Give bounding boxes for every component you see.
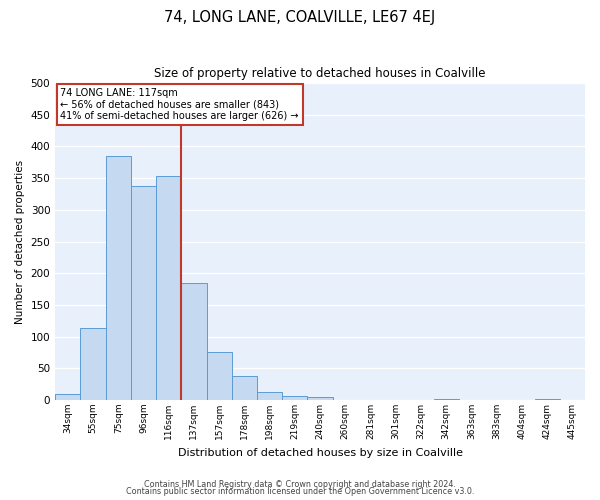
Bar (206, 352, 232, 400)
Bar (55, 394, 80, 400)
Bar (282, 396, 307, 400)
Text: Contains HM Land Registry data © Crown copyright and database right 2024.: Contains HM Land Registry data © Crown c… (144, 480, 456, 489)
Bar (307, 397, 332, 400)
Bar (257, 392, 282, 400)
Bar (181, 284, 206, 400)
Text: 74 LONG LANE: 117sqm
← 56% of detached houses are smaller (843)
41% of semi-deta: 74 LONG LANE: 117sqm ← 56% of detached h… (61, 88, 299, 121)
Bar (232, 376, 257, 400)
Bar (106, 156, 131, 400)
Bar (156, 176, 181, 400)
Bar (131, 186, 156, 400)
Y-axis label: Number of detached properties: Number of detached properties (15, 160, 25, 324)
Title: Size of property relative to detached houses in Coalville: Size of property relative to detached ho… (154, 68, 486, 80)
Text: 74, LONG LANE, COALVILLE, LE67 4EJ: 74, LONG LANE, COALVILLE, LE67 4EJ (164, 10, 436, 25)
Bar (80, 328, 106, 400)
X-axis label: Distribution of detached houses by size in Coalville: Distribution of detached houses by size … (178, 448, 463, 458)
Text: Contains public sector information licensed under the Open Government Licence v3: Contains public sector information licen… (126, 487, 474, 496)
